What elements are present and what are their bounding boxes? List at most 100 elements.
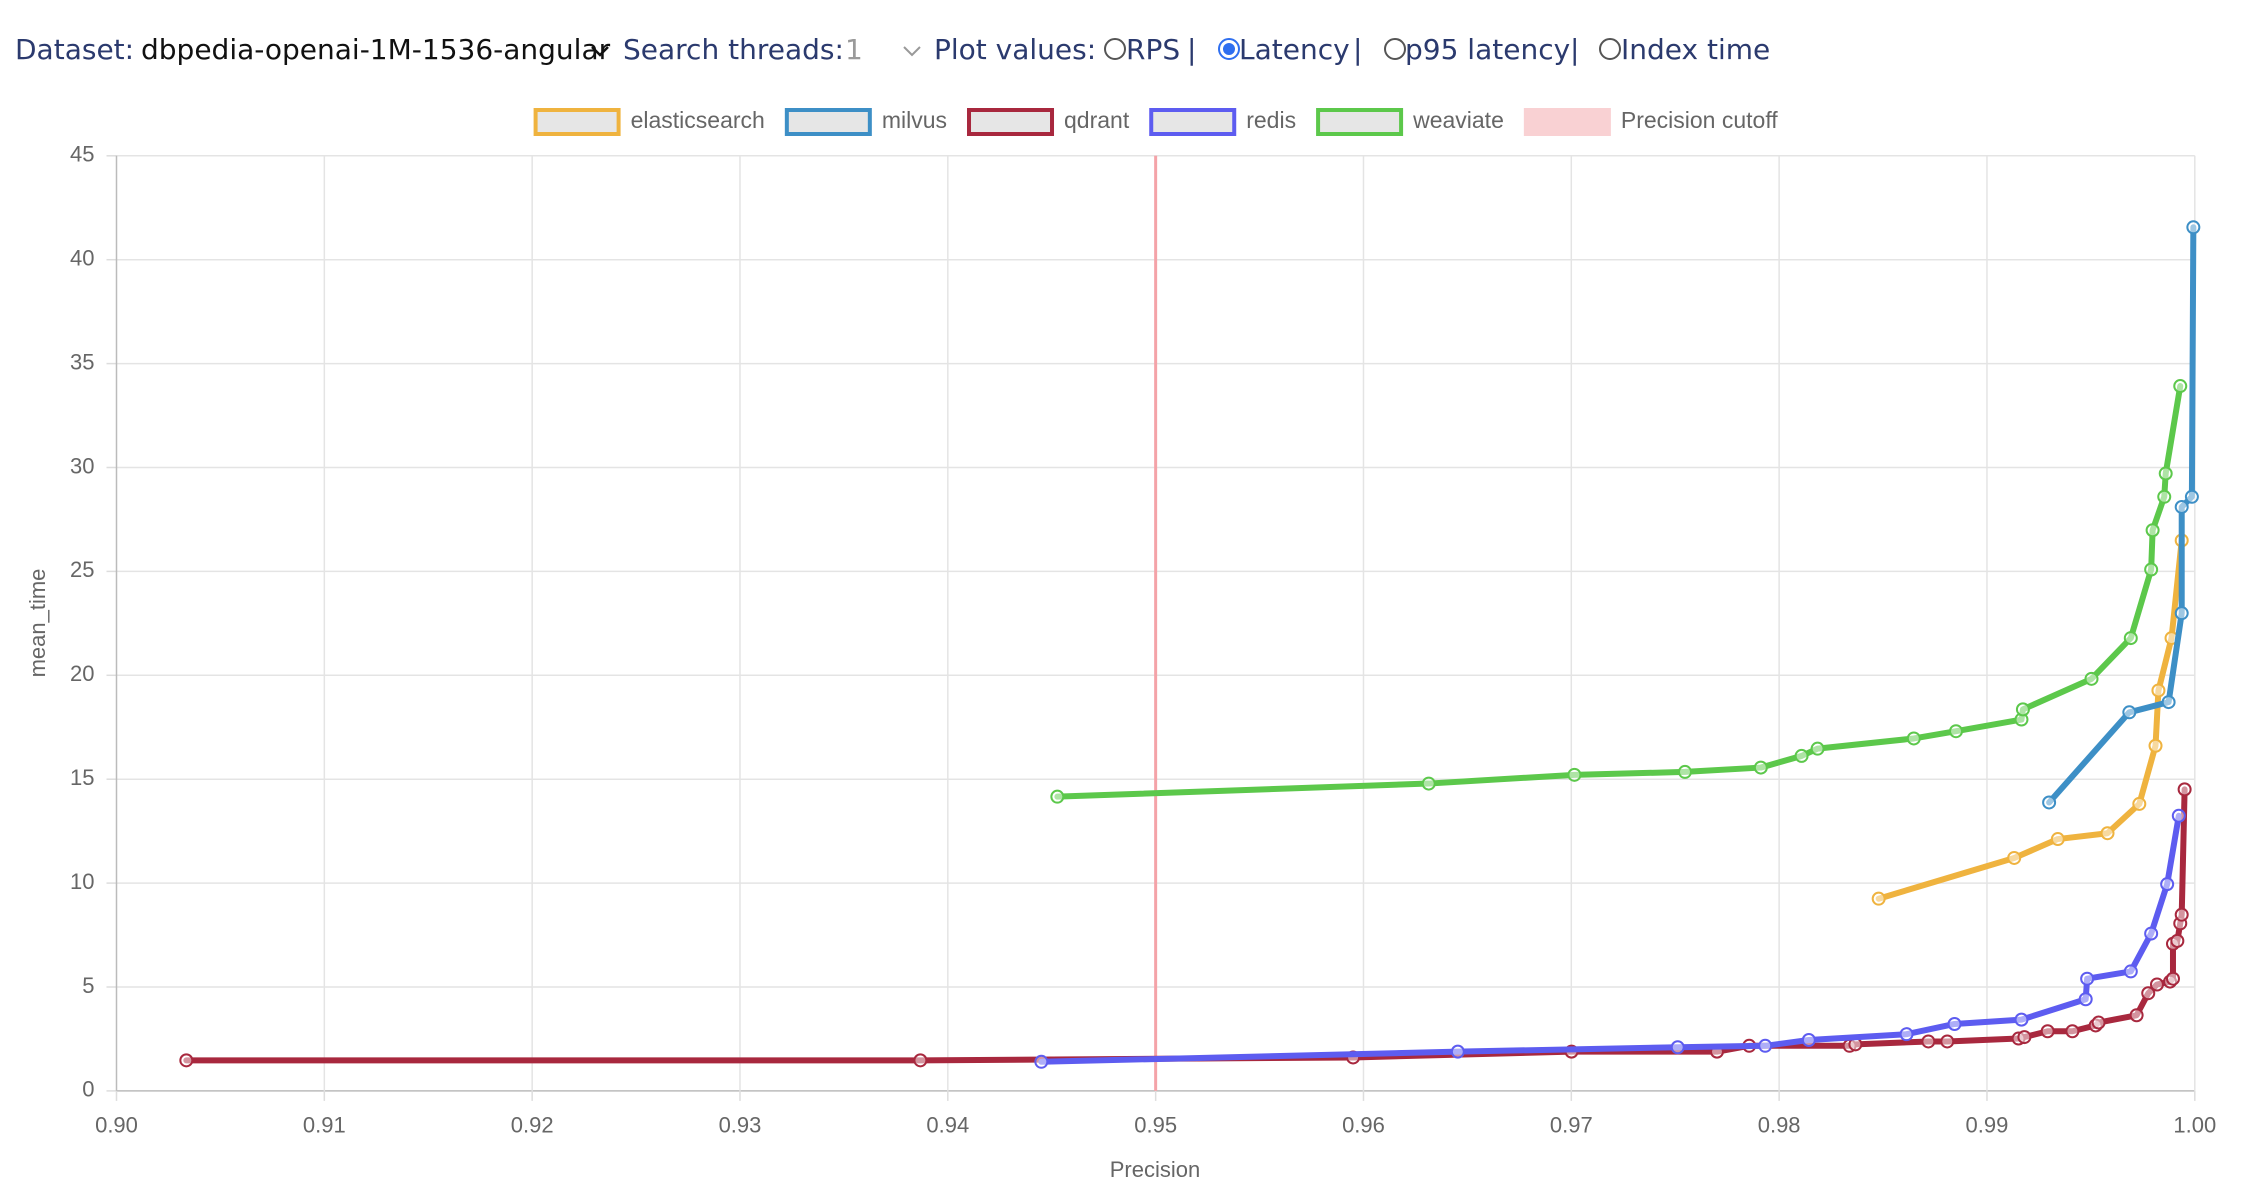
data-point [2145,523,2160,538]
radio-label[interactable]: p95 latency [1405,33,1571,66]
legend-swatch [533,108,621,136]
y-tick-label: 25 [70,557,94,582]
y-tick-label: 30 [70,453,94,478]
x-tick-label: 1.00 [2173,1113,2216,1138]
data-point [2042,795,2057,810]
series-line [1875,537,2185,902]
separator: | [1187,33,1197,66]
x-tick-label: 0.95 [1134,1113,1177,1138]
chevron [591,46,609,57]
data-point [2015,702,2030,717]
data-point [2091,1015,2106,1030]
legend-swatch [1523,108,1611,136]
data-point [2161,695,2176,710]
y-tick-label: 0 [82,1077,94,1102]
data-point [2144,562,2159,577]
data-point [1940,1034,1955,1049]
data-point [2177,782,2192,797]
data-point [2080,971,2095,986]
data-point [1450,1044,1465,1059]
y-tick-label: 35 [70,349,94,374]
data-point [2160,877,2175,892]
data-point [2173,379,2188,394]
data-point [2065,1024,2080,1039]
data-point [2123,964,2138,979]
data-point [1947,1016,1962,1031]
data-point [1050,789,1065,804]
data-point [2144,926,2159,941]
y-tick-label: 5 [82,973,94,998]
legend-swatch [1316,108,1404,136]
data-point [1871,891,1886,906]
data-point [1949,724,1964,739]
chevron [903,46,921,57]
series-line [183,786,2188,1064]
data-point [2151,683,2166,698]
legend-swatch [967,108,1055,136]
data-point [2084,671,2099,686]
data-point [179,1053,194,1068]
data-point [2158,466,2173,481]
data-point [2174,606,2189,621]
radio-button[interactable] [1104,38,1126,60]
data-point [2186,220,2201,235]
plot-label: Plot values: [934,33,1097,66]
data-point [1753,760,1768,775]
threads-select[interactable]: 1 [845,33,863,66]
dataset-select[interactable]: dbpedia-openai-1M-1536-angular [141,33,611,66]
data-point [2174,499,2189,514]
legend-label: qdrant [1064,107,1130,133]
data-point [1670,1040,1685,1055]
data-point [2017,1030,2032,1045]
separator: | [1353,33,1363,66]
y-tick-label: 10 [70,869,94,894]
y-tick-label: 20 [70,661,94,686]
radio-label[interactable]: Latency [1239,33,1350,66]
data-point [2141,986,2156,1001]
legend-swatch [1149,108,1237,136]
x-tick-label: 0.93 [719,1113,762,1138]
data-point [2007,850,2022,865]
data-point [2122,705,2137,720]
data-point [1034,1054,1049,1069]
series-line [1054,383,2184,800]
x-tick-label: 0.96 [1342,1113,1385,1138]
y-axis-title: mean_time [25,569,50,678]
y-tick-label: 45 [70,142,94,167]
data-point [1899,1027,1914,1042]
data-point [2149,977,2164,992]
series-line [2046,224,2197,806]
x-tick-label: 0.90 [95,1113,138,1138]
radio-button[interactable] [1599,38,1621,60]
radio-button[interactable] [1218,38,1240,60]
legend-label: milvus [882,107,947,133]
data-point [2157,489,2172,504]
x-tick-label: 0.98 [1758,1113,1801,1138]
data-point [2129,1008,2144,1023]
legend: elasticsearch milvus qdrant redis weaviate Pr… [533,107,1778,136]
data-point [2050,832,2065,847]
data-point [1421,776,1436,791]
data-point [2100,826,2115,841]
data-point [1810,741,1825,756]
legend-label: weaviate [1412,107,1504,133]
x-tick-label: 0.92 [511,1113,554,1138]
y-tick-label: 40 [70,246,94,271]
radio-button[interactable] [1384,38,1406,60]
data-point [1567,767,1582,782]
y-tick-label: 15 [70,765,94,790]
threads-label: Search threads: [623,33,844,66]
legend-label: elasticsearch [631,107,765,133]
series-line [1038,812,2182,1065]
data-point [2148,738,2163,753]
data-point [2171,808,2186,823]
x-tick-label: 0.97 [1550,1113,1593,1138]
data-point [2123,631,2138,646]
radio-label[interactable]: Index time [1621,33,1771,66]
dataset-label: Dataset: [15,33,135,66]
legend-label: Precision cutoff [1621,107,1778,133]
data-point [1758,1038,1773,1053]
radio-label[interactable]: RPS [1126,33,1181,66]
